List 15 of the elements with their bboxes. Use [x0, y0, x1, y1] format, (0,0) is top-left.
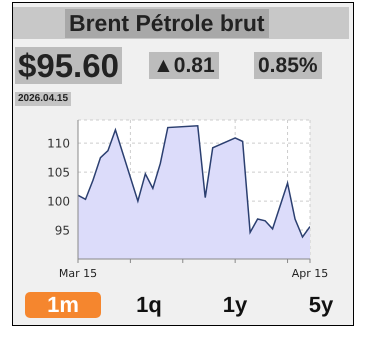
y-tick-label: 100: [47, 194, 70, 208]
text: 2026.04.15: [15, 92, 72, 106]
x-tick-label: Mar 15: [58, 267, 98, 280]
text: 1q: [135, 292, 163, 318]
text: 5y: [308, 292, 334, 318]
text: ▲0.81: [149, 52, 219, 79]
text: 1y: [222, 292, 248, 318]
text: 0.85%: [254, 52, 322, 79]
y-tick-label: 95: [54, 223, 70, 238]
text: $95.60: [15, 47, 122, 84]
y-tick-label: 105: [47, 165, 70, 180]
y-tick-label: 110: [47, 136, 70, 150]
chart-title: Brent Pétrole brut: [65, 9, 269, 38]
x-tick-label: Apr 15: [292, 267, 328, 280]
text: 1m: [25, 292, 101, 318]
